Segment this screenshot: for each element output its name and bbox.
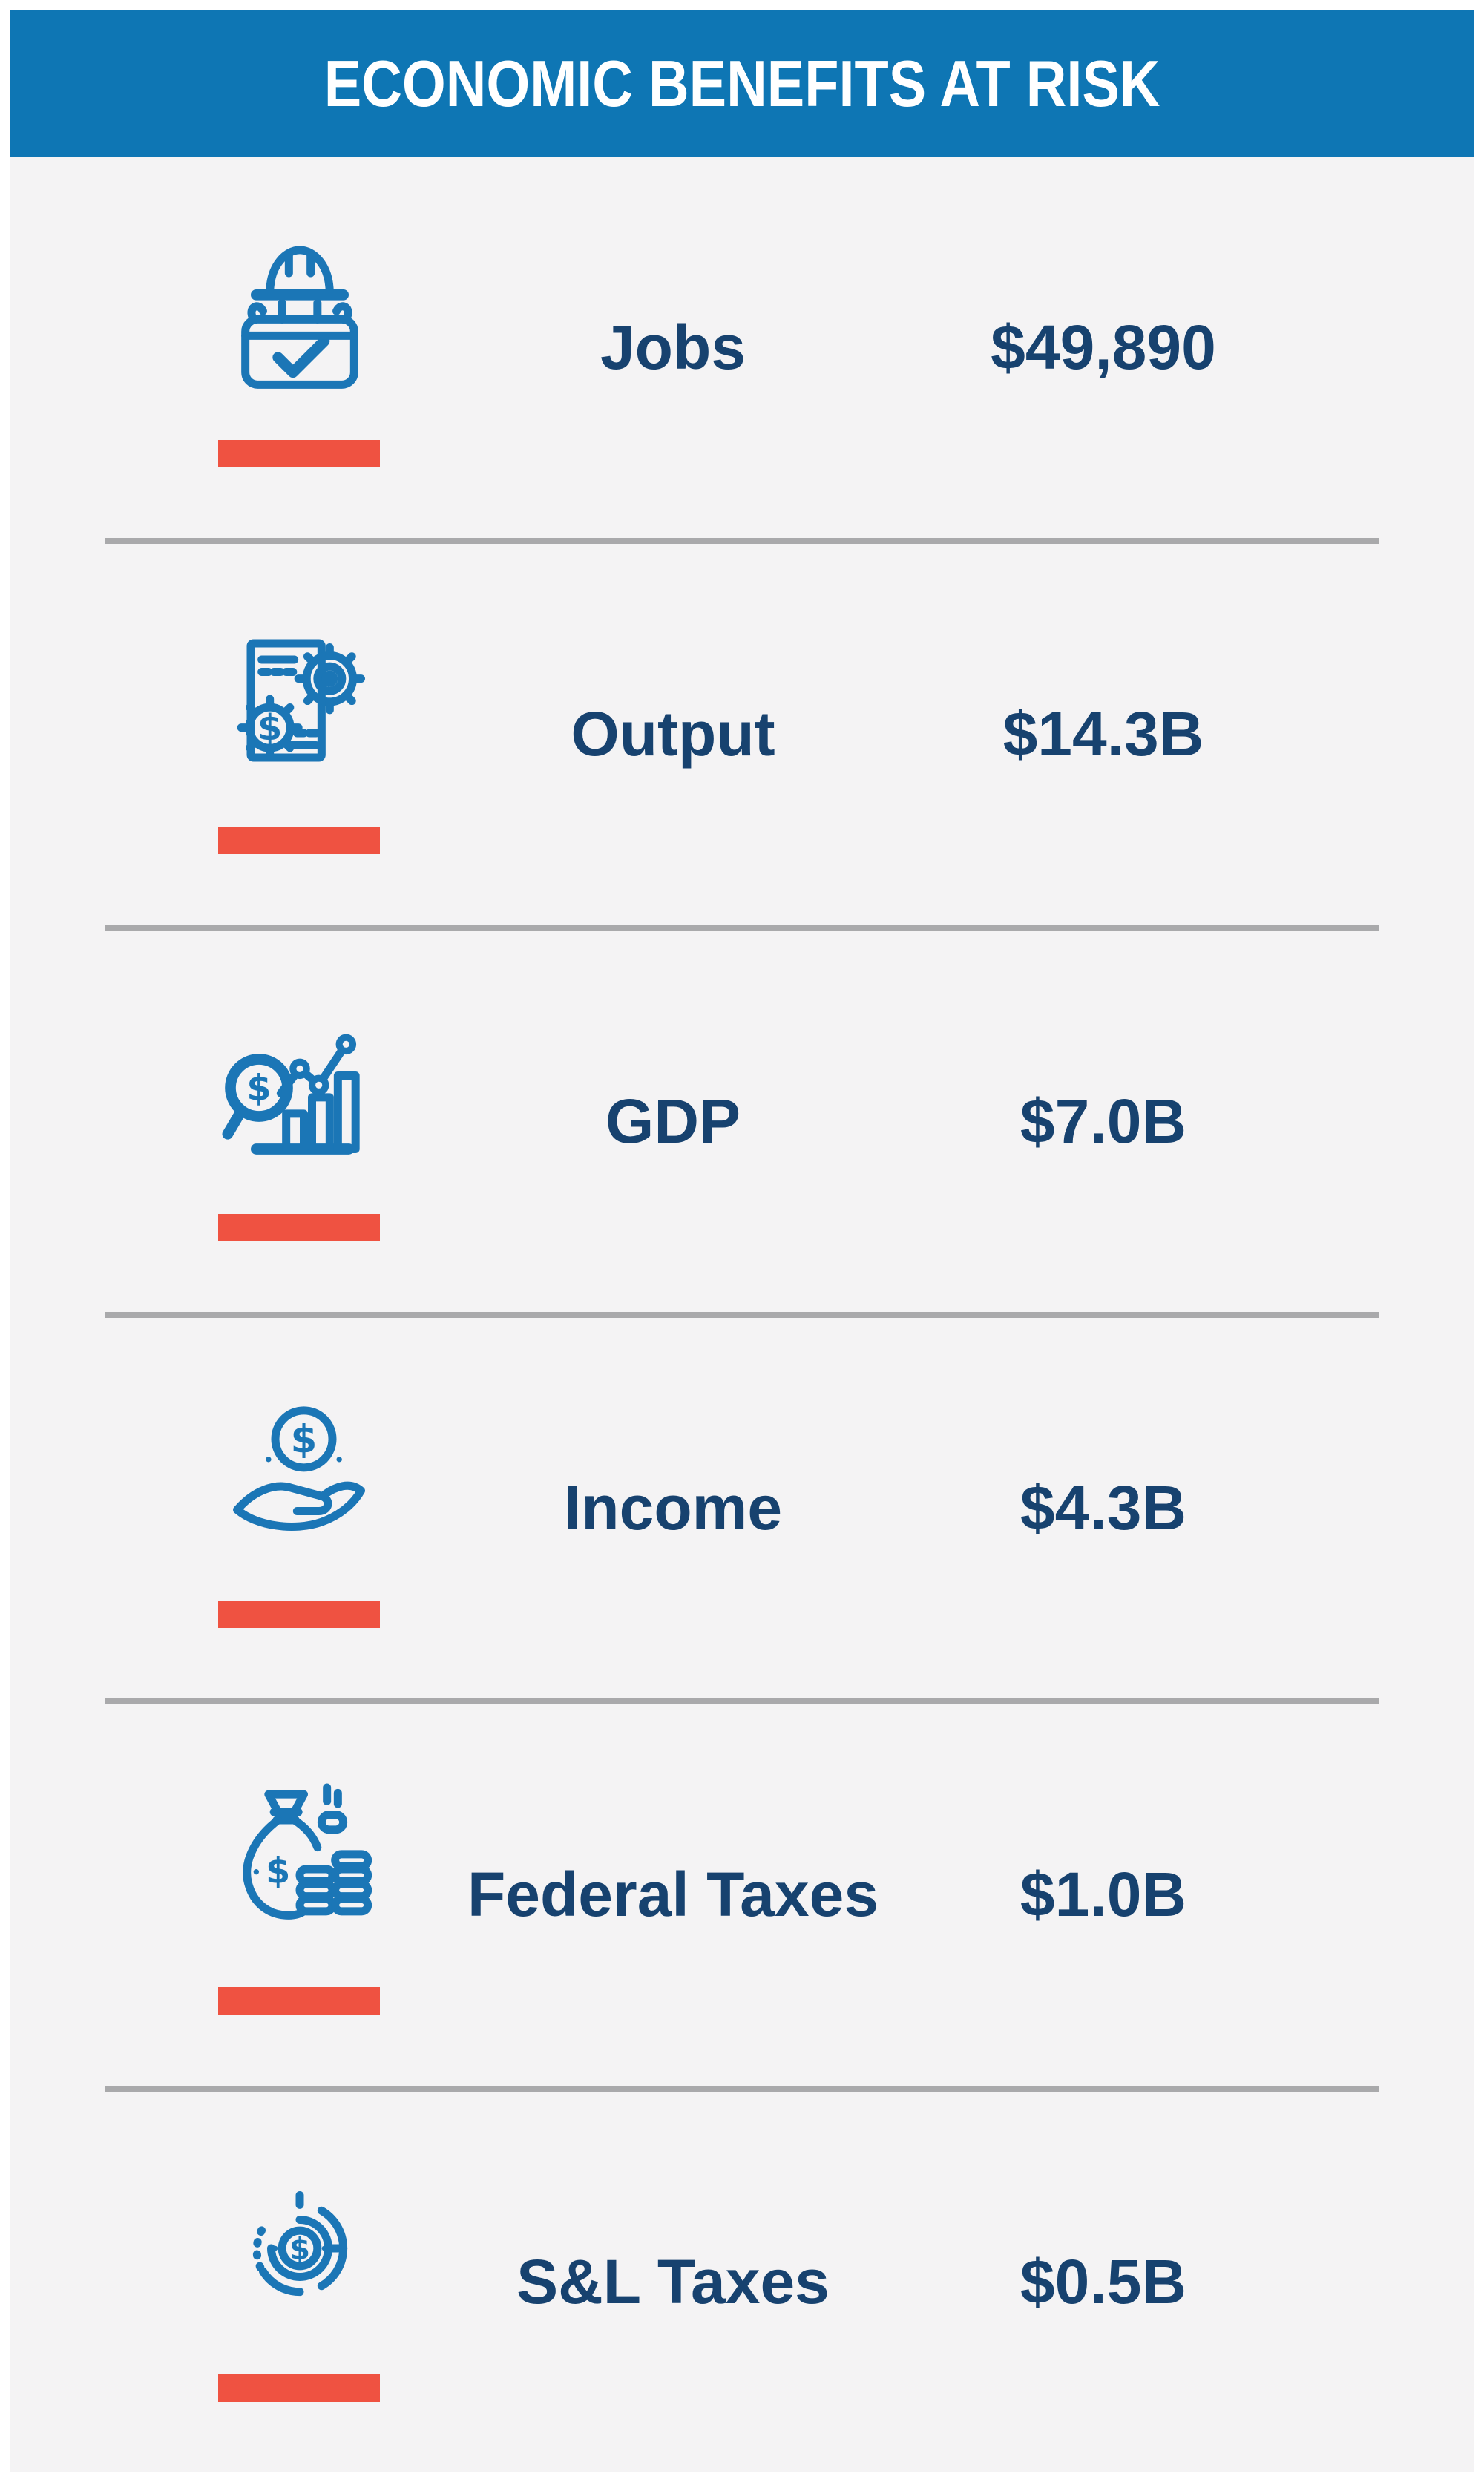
magnifier-bar-chart-icon: $ xyxy=(222,1034,360,1155)
hand-coin-icon: $ xyxy=(233,1406,365,1532)
divider xyxy=(105,2085,1379,2092)
accent-bar xyxy=(218,1601,380,1629)
row-value: $0.5B xyxy=(1020,2246,1187,2317)
icon-block: $ xyxy=(218,1388,381,1629)
row-label: GDP xyxy=(605,1086,741,1156)
row-federal-taxes: $ Fed xyxy=(10,1704,1474,2085)
row-value: $14.3B xyxy=(1002,699,1204,769)
document-gears-icon: $ xyxy=(237,639,365,762)
donut-chart-dollar-icon: $ xyxy=(252,2190,348,2296)
accent-bar xyxy=(218,1987,380,2015)
row-value: $49,890 xyxy=(991,312,1216,383)
accent-bar xyxy=(218,827,380,855)
divider xyxy=(105,1698,1379,1705)
row-gdp: $ GDP $7.0B xyxy=(10,931,1474,1312)
stat-rows: Jobs $49,890 xyxy=(10,157,1474,2472)
accent-bar xyxy=(218,440,380,468)
accent-bar xyxy=(218,1213,380,1241)
row-income: $ Income $4.3B xyxy=(10,1318,1474,1698)
svg-text:$: $ xyxy=(291,1418,318,1463)
icon-block: $ xyxy=(218,614,381,855)
header: ECONOMIC BENEFITS AT RISK xyxy=(10,10,1474,157)
row-jobs: Jobs $49,890 xyxy=(10,157,1474,538)
svg-text:$: $ xyxy=(289,2231,310,2266)
svg-text:$: $ xyxy=(246,1068,271,1109)
row-label: Output xyxy=(571,699,775,769)
hardhat-toolbox-icon xyxy=(241,246,358,389)
row-label: Jobs xyxy=(600,312,746,383)
page-title: ECONOMIC BENEFITS AT RISK xyxy=(324,47,1160,120)
row-output: $ Output $14.3B xyxy=(10,544,1474,925)
row-value: $1.0B xyxy=(1020,1859,1187,1930)
divider xyxy=(105,538,1379,545)
icon-block: $ xyxy=(218,1775,381,2015)
money-bag-coins-icon: $ xyxy=(243,1783,372,1920)
svg-text:$: $ xyxy=(266,1851,290,1892)
svg-text:$: $ xyxy=(257,709,282,749)
icon-block: $ xyxy=(218,1002,381,1241)
row-label: Federal Taxes xyxy=(467,1859,879,1930)
row-value: $4.3B xyxy=(1020,1473,1187,1543)
icon-block: $ xyxy=(218,2162,381,2402)
row-label: S&L Taxes xyxy=(516,2246,830,2317)
icon-block xyxy=(218,228,381,468)
row-sl-taxes: $ S&L Taxes $0.5B xyxy=(10,2092,1474,2472)
divider xyxy=(105,925,1379,931)
row-label: Income xyxy=(563,1473,783,1543)
divider xyxy=(105,1311,1379,1318)
row-value: $7.0B xyxy=(1020,1086,1187,1156)
accent-bar xyxy=(218,2374,380,2402)
infographic-panel: ECONOMIC BENEFITS AT RISK xyxy=(10,10,1474,2472)
